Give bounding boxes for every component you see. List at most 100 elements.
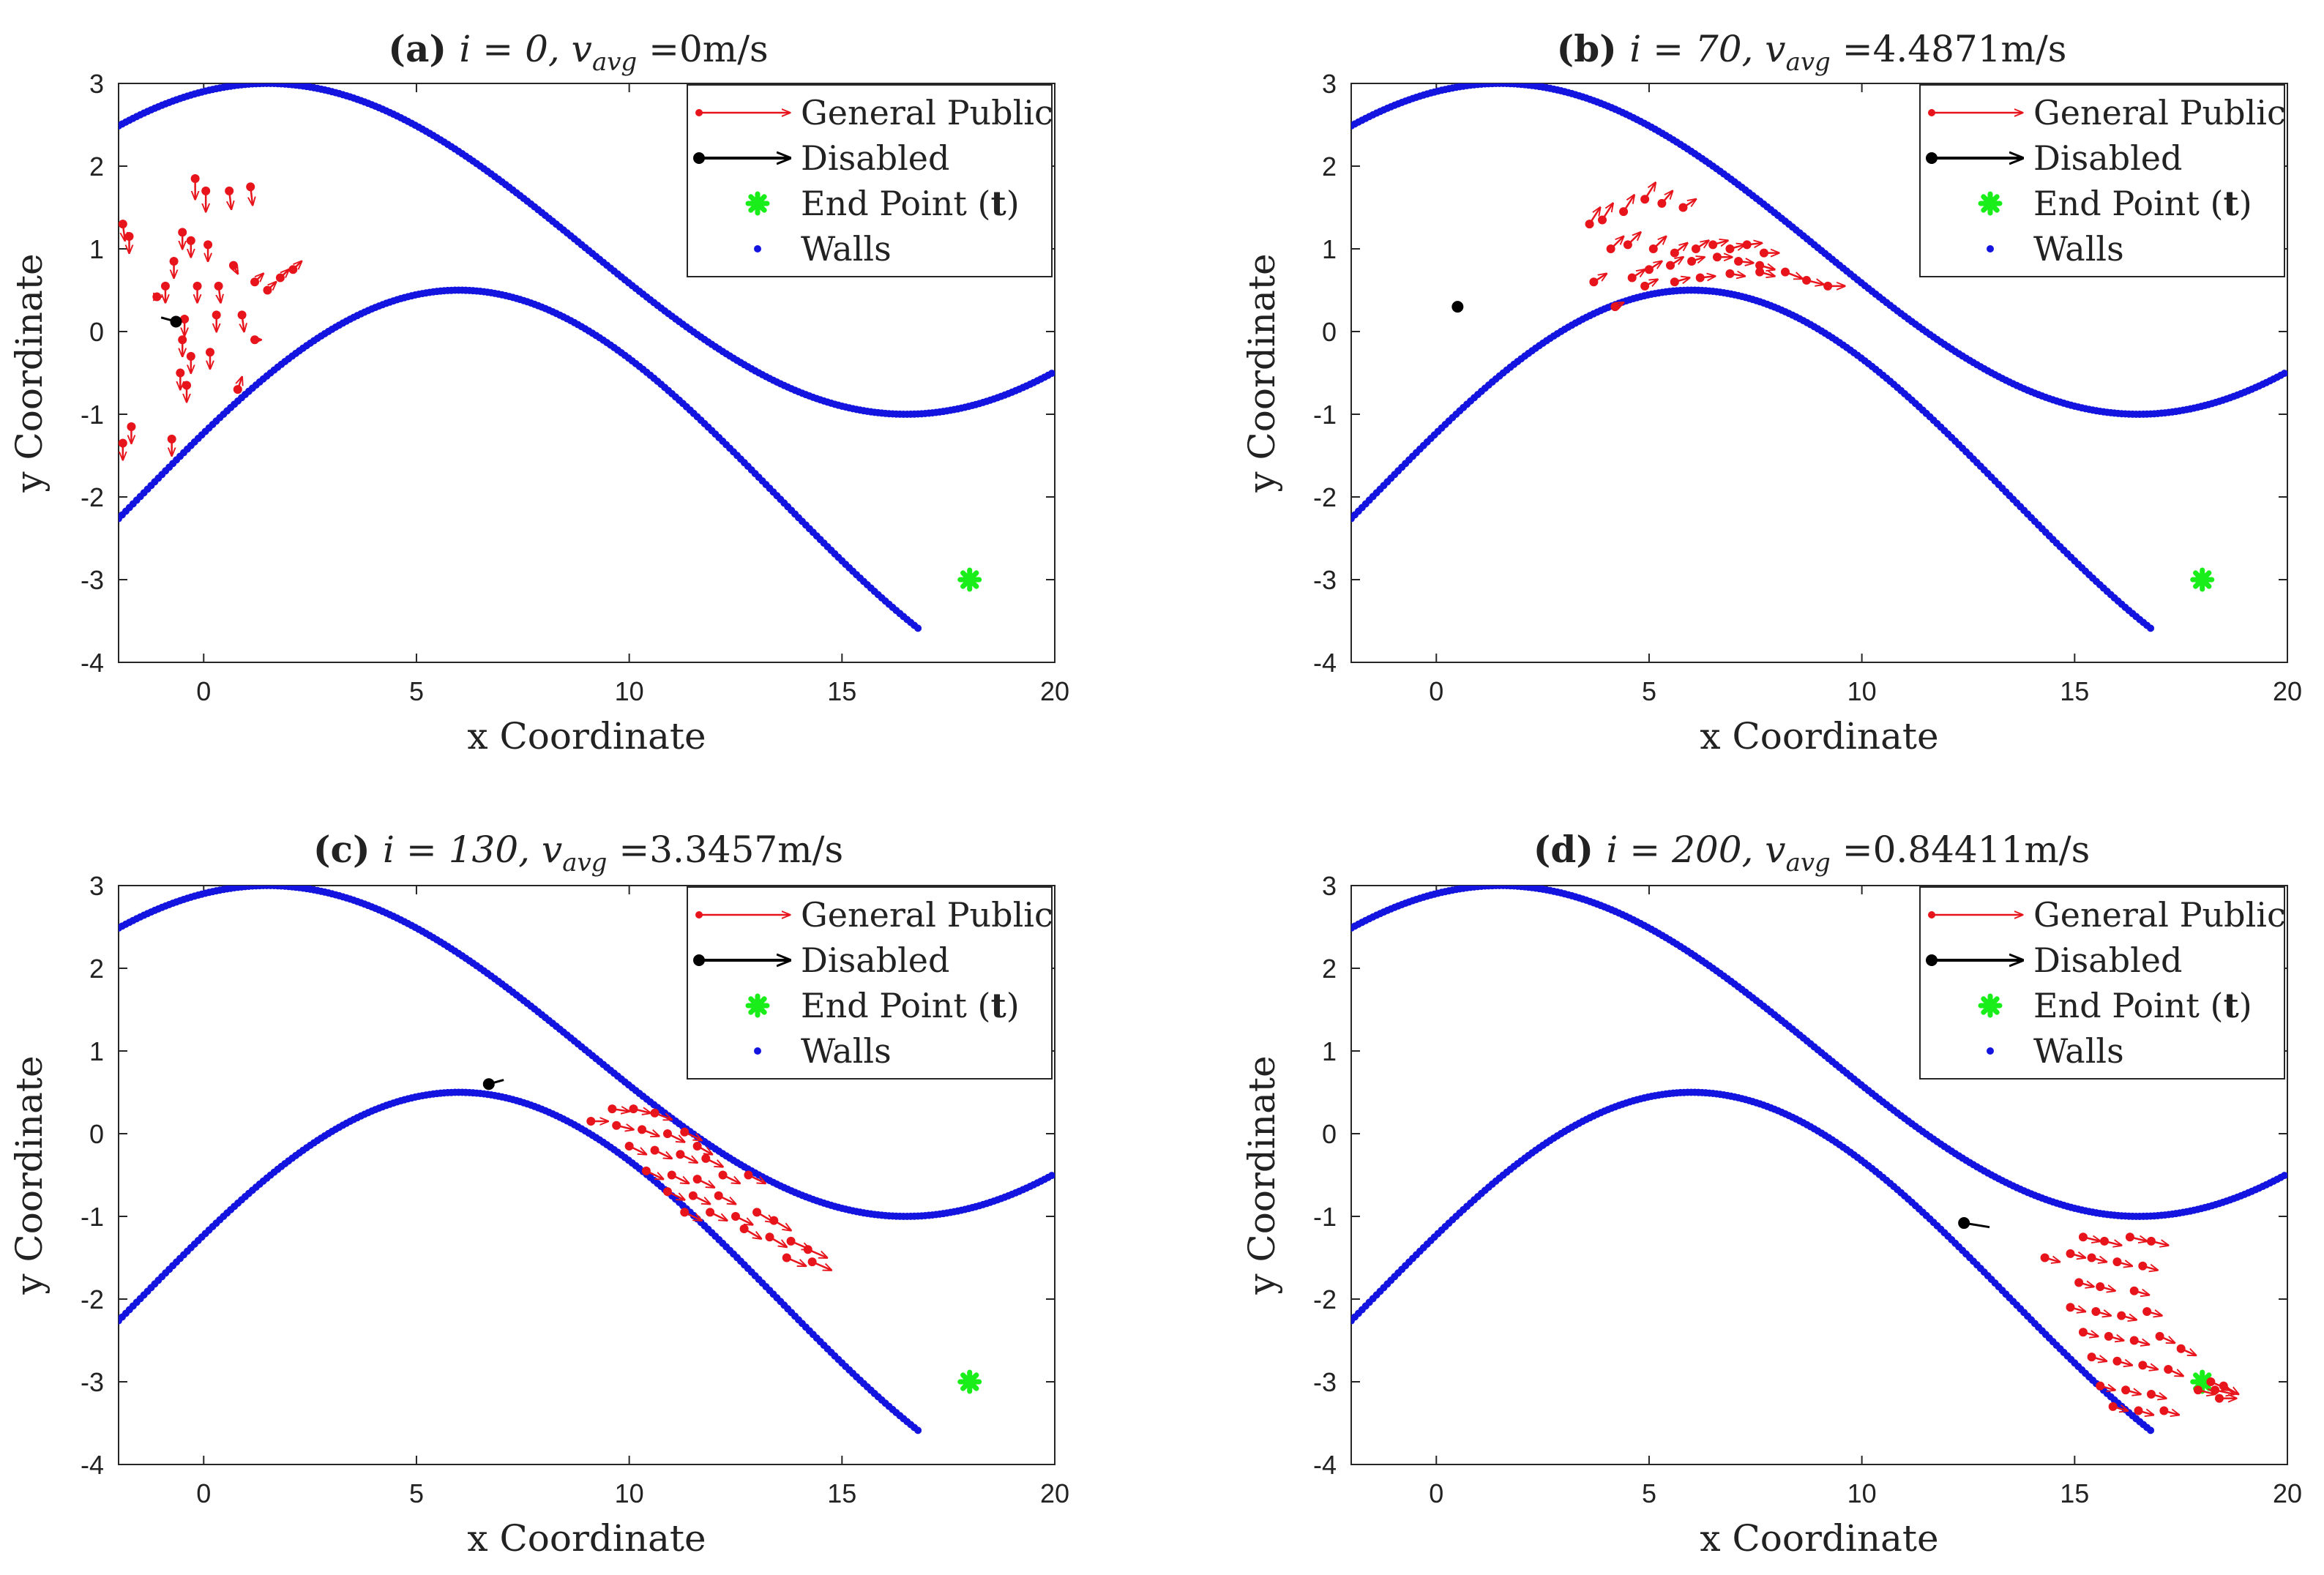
public-agent	[1823, 281, 1833, 291]
title-sub: avg	[1786, 848, 1831, 878]
y-tick-label: 1	[1322, 234, 1337, 264]
x-tick-label: 10	[1847, 1478, 1877, 1508]
y-tick-label: -2	[81, 1284, 104, 1314]
public-agent	[2214, 1393, 2224, 1403]
title-sub: avg	[562, 848, 607, 878]
panel-d: 0 5 10 15 20 -4 -3 -2 -1 0 1 2 3 x Coordinate y Coordi…	[1241, 828, 2302, 1560]
y-tick-label: -2	[1313, 482, 1337, 512]
legend-box	[1919, 84, 2285, 277]
public-agent	[718, 1170, 728, 1180]
y-tick-label: -1	[81, 400, 104, 430]
chart-title: (c) i = 130, vavg =3.3457m/s	[313, 828, 843, 878]
legend-end-point-symbol	[1978, 993, 2003, 1018]
public-agent	[2078, 1328, 2088, 1337]
public-agent	[2159, 1406, 2169, 1415]
public-agent	[782, 1253, 791, 1262]
public-agent	[1725, 244, 1735, 253]
public-agent	[1759, 248, 1768, 258]
legend-label-text: End Point (	[801, 184, 990, 223]
legend-end-point-stroke	[748, 996, 767, 1015]
public-agent	[160, 281, 170, 291]
general-public-agents	[1585, 183, 1845, 312]
public-agent	[2066, 1303, 2075, 1312]
y-axis-label: y Coordinate	[8, 253, 51, 493]
legend-box	[1919, 886, 2285, 1080]
public-agent	[692, 1141, 702, 1151]
public-agent	[2078, 1232, 2088, 1242]
disabled-agent	[170, 315, 182, 328]
panel-b: 0 5 10 15 20 -4 -3 -2 -1 0 1 2 3 x Coordinate y Coordi…	[1241, 27, 2302, 757]
end-point-marker	[957, 1369, 982, 1394]
public-agent	[2104, 1331, 2113, 1341]
x-tick-label: 0	[196, 1478, 211, 1508]
legend-label: Disabled	[2033, 940, 2182, 980]
legend-label-close: )	[2239, 184, 2252, 223]
x-tick-label: 10	[1847, 676, 1877, 706]
y-axis-label: y Coordinate	[1241, 1055, 1283, 1295]
public-agent	[124, 232, 134, 242]
chart-title: (d) i = 200, vavg =0.84411m/s	[1533, 828, 2091, 878]
y-axis-label: y Coordinate	[1241, 253, 1283, 493]
public-agent	[2087, 1353, 2096, 1362]
public-agent	[667, 1170, 676, 1180]
public-agent	[2134, 1406, 2143, 1415]
public-agent	[176, 368, 185, 378]
title-prefix: (c)	[313, 828, 383, 871]
legend-label: End Point (t)	[801, 184, 1020, 223]
public-agent	[2206, 1377, 2216, 1386]
y-tick-label: 1	[89, 1036, 104, 1066]
y-tick-label: -3	[81, 565, 104, 595]
public-agent	[225, 186, 234, 195]
y-tick-label: -1	[81, 1202, 104, 1232]
x-tick-label: 15	[827, 1478, 856, 1508]
title-math: i = 200, v	[1606, 828, 1785, 871]
y-tick-label: -1	[1313, 400, 1337, 430]
x-tick-label: 20	[1040, 676, 1069, 706]
legend-label-text: End Point (	[2033, 184, 2223, 223]
public-agent	[662, 1187, 672, 1197]
disabled-agents	[160, 315, 182, 328]
public-agent	[1780, 267, 1790, 277]
public-agent	[1687, 256, 1697, 266]
y-tick-label: -4	[1313, 1450, 1337, 1480]
end-point-stroke	[960, 1372, 979, 1391]
public-agent	[186, 351, 195, 361]
legend-label-bold: t	[990, 986, 1006, 1025]
public-agent	[190, 173, 200, 183]
wall-upper	[119, 886, 1055, 1220]
public-agent	[203, 240, 213, 250]
disabled-agents	[482, 1078, 504, 1090]
legend-label: Walls	[2033, 1031, 2124, 1071]
title-value: =4.4871m/s	[1831, 28, 2067, 70]
y-tick-label: -4	[81, 648, 104, 678]
wall-point	[2280, 370, 2287, 378]
legend-end-point-symbol	[745, 993, 770, 1018]
legend: General Public Disabled End Point (t) Walls	[687, 886, 1053, 1080]
public-agent	[2155, 1331, 2164, 1341]
y-tick-label: 3	[1322, 69, 1337, 99]
wall-upper	[119, 83, 1055, 418]
disabled-agent	[1451, 301, 1464, 313]
public-agent	[2096, 1282, 2105, 1292]
legend-box	[687, 84, 1053, 277]
public-agent	[1670, 248, 1679, 258]
y-tick-label: -1	[1313, 1202, 1337, 1232]
x-tick-label: 15	[2060, 676, 2089, 706]
x-tick-label: 5	[409, 1478, 424, 1508]
public-agent	[1585, 220, 1594, 229]
public-agent	[2138, 1361, 2148, 1370]
disabled-agents	[1958, 1217, 1990, 1230]
public-agent	[1725, 269, 1735, 278]
public-agent	[638, 1125, 647, 1134]
y-tick-label: -2	[1313, 1284, 1337, 1314]
wall-upper	[1351, 886, 2287, 1220]
public-agent	[662, 1129, 672, 1138]
y-tick-label: 2	[89, 954, 104, 984]
public-agent	[1644, 265, 1654, 274]
legend-walls-symbol	[754, 1047, 761, 1055]
x-tick-label: 5	[1642, 676, 1656, 706]
public-agent	[1695, 273, 1705, 283]
public-agent	[1712, 252, 1722, 262]
legend-label-bold: t	[2223, 986, 2239, 1025]
public-agent	[629, 1104, 638, 1114]
